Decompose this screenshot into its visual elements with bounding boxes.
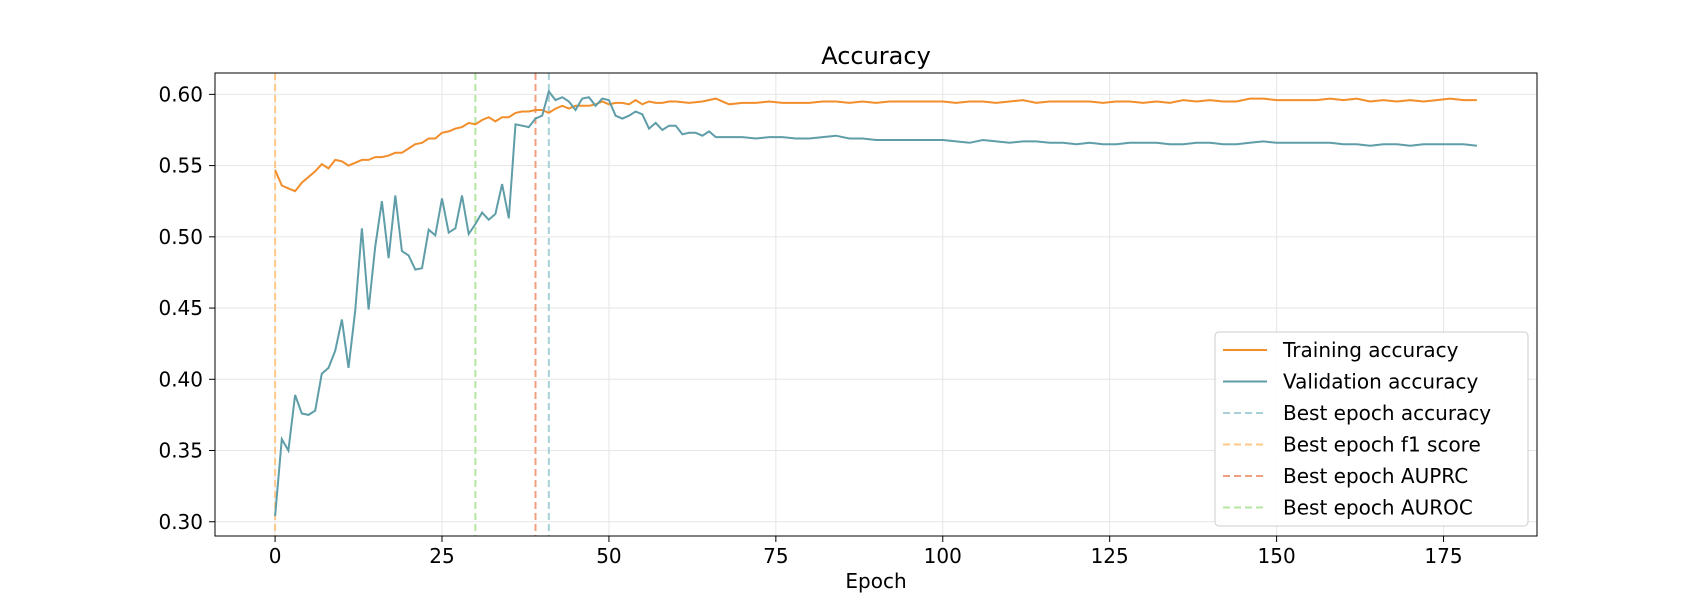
y-tick-label: 0.55: [158, 154, 203, 178]
chart-title: Accuracy: [821, 42, 931, 70]
x-tick-label: 125: [1091, 544, 1129, 568]
x-tick-label: 25: [429, 544, 454, 568]
legend-label: Best epoch AUPRC: [1283, 464, 1468, 488]
series-lines: [274, 89, 1478, 517]
legend-label: Best epoch AUROC: [1283, 496, 1473, 520]
legend-label: Training accuracy: [1282, 338, 1459, 362]
y-tick-label: 0.40: [158, 367, 203, 391]
legend: Training accuracy Validation accuracy Best…: [1214, 331, 1529, 527]
y-tick-label: 0.60: [158, 82, 203, 106]
x-tick-label: 50: [596, 544, 621, 568]
x-axis-title: Epoch: [845, 569, 906, 593]
y-tick-label: 0.35: [158, 439, 203, 463]
x-axis-ticks: 0 25 50 75 100 125 150 175: [269, 536, 1463, 568]
best-epoch-lines: [274, 73, 550, 536]
legend-label: Best epoch f1 score: [1283, 433, 1481, 457]
x-tick-label: 0: [269, 544, 282, 568]
legend-box: [1214, 331, 1529, 527]
y-tick-label: 0.45: [158, 296, 203, 320]
x-tick-label: 100: [924, 544, 962, 568]
legend-label: Best epoch accuracy: [1283, 401, 1491, 425]
x-tick-label: 175: [1424, 544, 1462, 568]
x-tick-label: 75: [763, 544, 788, 568]
series-validation-accuracy: [274, 89, 1478, 517]
legend-label: Validation accuracy: [1283, 370, 1479, 394]
y-axis-ticks: 0.30 0.35 0.40 0.45 0.50 0.55 0.60: [158, 82, 215, 534]
y-tick-label: 0.50: [158, 225, 203, 249]
plot-frame: [214, 72, 1538, 537]
x-tick-label: 150: [1258, 544, 1296, 568]
series-training-accuracy: [274, 97, 1477, 193]
y-tick-label: 0.30: [158, 510, 203, 534]
